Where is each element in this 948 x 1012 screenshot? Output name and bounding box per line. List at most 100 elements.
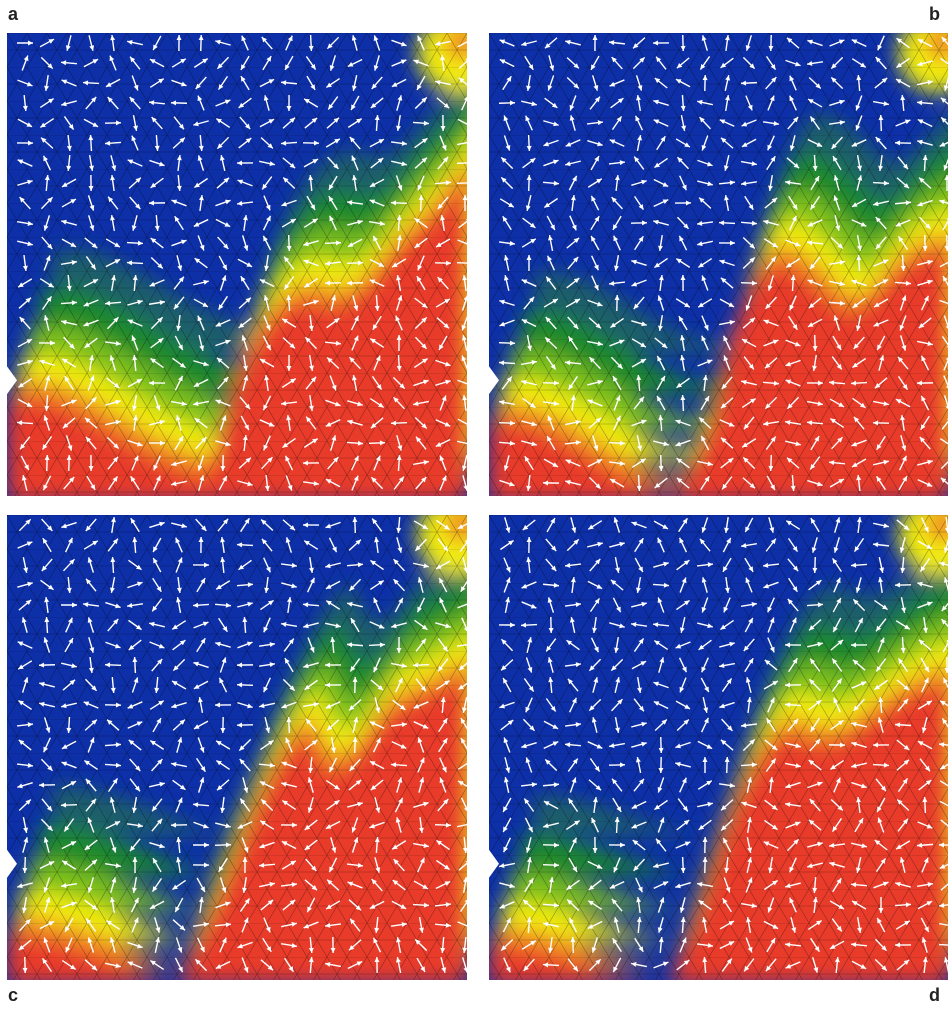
arrow-head: [701, 435, 706, 442]
arrow-head: [706, 744, 713, 749]
arrow-head: [193, 724, 200, 729]
arrow-head: [176, 35, 182, 41]
arrow-head: [154, 225, 160, 231]
arrow-head: [325, 662, 331, 668]
arrow-head: [874, 839, 881, 846]
arrow-head: [245, 138, 252, 144]
arrow-head: [155, 405, 161, 411]
arrow-head: [503, 465, 509, 471]
arrow-head: [153, 546, 158, 552]
arrow-head: [609, 139, 616, 145]
arrow-head: [553, 582, 559, 588]
arrow-head: [375, 867, 381, 873]
arrow-head: [262, 183, 268, 190]
arrow-head: [238, 564, 245, 570]
arrow-head: [39, 782, 45, 788]
arrow-head: [265, 324, 271, 331]
arrow-head: [838, 904, 844, 909]
arrow-head: [745, 305, 751, 311]
arrow-head: [631, 804, 638, 809]
arrow-head: [66, 145, 72, 151]
arrow-head: [284, 658, 290, 664]
arrow-head: [203, 361, 209, 367]
arrow-head: [18, 700, 24, 706]
arrow-head: [553, 862, 559, 868]
arrow-head: [812, 887, 818, 893]
arrow-head: [91, 397, 97, 403]
arrow-head: [435, 79, 441, 85]
arrow-head: [765, 965, 772, 972]
arrow-head: [883, 523, 889, 529]
arrow-head: [593, 85, 599, 91]
arrow-head: [701, 606, 707, 613]
arrow-head: [303, 241, 309, 247]
arrow-head: [789, 866, 795, 873]
arrow-head: [553, 121, 559, 127]
arrow-head: [875, 243, 881, 250]
arrow-head: [763, 583, 770, 589]
arrow-head: [527, 667, 533, 673]
arrow-head: [89, 375, 95, 382]
arrow-head: [550, 518, 555, 524]
arrow-head: [588, 900, 594, 906]
arrow-head: [457, 524, 464, 529]
arrow-head: [215, 641, 221, 647]
arrow-head: [808, 99, 814, 104]
arrow-head: [702, 375, 708, 381]
arrow-head: [679, 537, 684, 544]
arrow-head: [194, 258, 201, 264]
arrow-head: [545, 759, 551, 765]
arrow-head: [875, 57, 881, 63]
arrow-head: [421, 302, 428, 308]
arrow-head: [570, 395, 576, 401]
arrow-head: [285, 537, 291, 543]
arrow-head: [171, 761, 177, 767]
arrow-head: [521, 279, 528, 285]
arrow-head: [282, 800, 288, 806]
arrow-head: [329, 65, 335, 71]
arrow-head: [399, 704, 406, 710]
arrow-head: [178, 966, 183, 973]
arrow-head: [720, 739, 727, 745]
arrow-head: [633, 303, 639, 310]
arrow-head: [401, 722, 407, 728]
arrow-head: [874, 684, 880, 690]
arrow-head: [443, 323, 449, 329]
arrow-head: [175, 906, 180, 913]
arrow-head: [546, 276, 552, 283]
arrow-head: [597, 379, 603, 385]
arrow-shaft: [939, 922, 948, 926]
arrow-head: [24, 464, 29, 471]
arrow-head: [373, 666, 379, 673]
arrow-head: [565, 742, 571, 748]
arrow-head: [352, 175, 358, 181]
arrow-head: [396, 455, 402, 461]
arrow-head: [747, 946, 753, 953]
arrow-head: [115, 419, 121, 425]
arrow-head: [807, 60, 813, 66]
arrow-head: [807, 420, 813, 426]
arrow-head: [281, 622, 287, 627]
arrow-head: [333, 318, 340, 324]
arrow-head: [27, 40, 33, 46]
arrow-head: [637, 687, 642, 693]
arrow-head: [237, 200, 243, 206]
arrow-head: [917, 380, 923, 386]
arrow-head: [180, 81, 187, 87]
arrow-head: [325, 479, 332, 484]
arrow-head: [679, 686, 685, 693]
arrow-head: [291, 882, 297, 888]
arrows: [498, 516, 948, 974]
arrow-head: [857, 165, 862, 171]
arrow-head: [328, 196, 334, 202]
arrow-head: [792, 718, 799, 725]
arrow-head: [653, 701, 660, 706]
arrow-head: [442, 738, 448, 744]
arrow-head: [698, 262, 704, 268]
arrow-head: [373, 235, 378, 242]
arrow-head: [400, 744, 407, 749]
arrow-head: [855, 325, 861, 331]
arrow-head: [809, 625, 815, 631]
arrow-head: [785, 883, 791, 889]
arrow-head: [684, 704, 690, 709]
